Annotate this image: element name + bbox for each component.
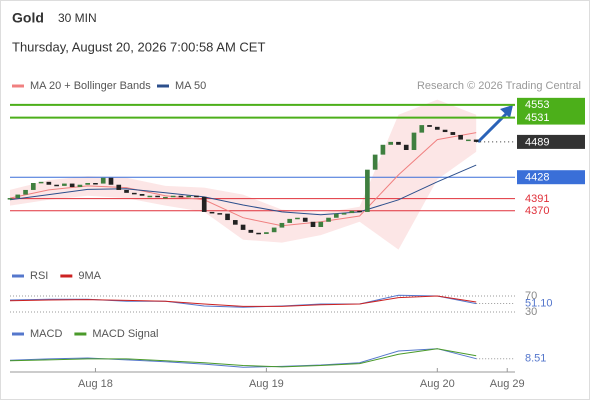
candle [396,141,401,145]
timeframe: 30 MIN [58,11,97,25]
candle [139,194,145,196]
candle [240,224,246,230]
level-label: 4370 [525,205,549,217]
candle [46,181,52,185]
candle [427,125,432,127]
candle [372,154,378,170]
timestamp: Thursday, August 20, 2026 7:00:58 AM CET [12,39,265,54]
candle [69,183,75,188]
candle [403,144,409,150]
legend-indicator-label: RSI [30,270,48,282]
level-label: 4531 [525,112,549,124]
level-label: 4489 [525,136,549,148]
candle [419,125,425,133]
candle [248,229,254,233]
level-label: 4428 [525,172,549,184]
candle [256,232,261,235]
indicator-line [9,348,477,368]
candle [163,196,168,199]
candle [30,183,36,190]
candle [155,195,160,198]
candle [209,211,215,214]
current-label: 8.51 [525,353,546,365]
candle [279,222,285,228]
candle [225,213,230,221]
candle [116,184,122,190]
candle [442,129,448,133]
candle [271,227,277,233]
copyright: Research © 2026 Trading Central [417,80,581,92]
candle [232,220,238,225]
candle [411,132,417,150]
candle [326,217,331,222]
candle [357,210,362,213]
candle [380,144,386,155]
candle [77,184,83,188]
candle [217,213,223,215]
legend-indicator-label: 9MA [78,270,101,282]
candle [194,195,199,198]
level-box [517,134,585,149]
level-label: 4391 [525,193,549,205]
candle [264,232,269,234]
candle [100,177,106,184]
x-tick-label: Aug 19 [249,378,284,390]
legend-indicator-label: MACD [30,328,62,340]
candle [302,217,308,222]
legend-indicator-label: MACD Signal [92,328,158,340]
level-box [517,110,585,125]
candle [38,181,44,184]
candle [318,221,324,227]
x-tick-label: Aug 20 [420,378,455,390]
level-box [517,170,585,185]
candle [178,195,184,198]
legend-ma50-label: MA 50 [175,80,206,92]
symbol: Gold [12,10,44,26]
y-tick-label: 70 [525,290,537,302]
ma-line [9,164,477,216]
candle [341,213,347,215]
indicator-line [9,348,477,368]
candle [458,134,463,140]
candle [131,192,137,195]
candle [434,126,440,130]
candle [450,132,456,135]
candle [93,183,98,185]
candle [473,139,479,142]
candle [108,177,114,185]
candle [349,210,355,214]
level-label: 4553 [525,99,549,111]
y-tick-label: 30 [525,306,537,318]
candle [170,195,176,198]
candle [54,184,59,187]
candle [466,139,471,142]
candle [62,183,67,186]
x-tick-label: Aug 18 [78,378,113,390]
candle [7,198,13,200]
candle [333,213,339,218]
candle [310,221,316,227]
level-box [517,97,585,112]
indicator-line [9,295,477,307]
candle [85,183,91,185]
candle [201,196,207,212]
x-tick-label: Aug 29 [490,378,525,390]
ma-line [9,132,477,227]
candle [388,141,394,145]
candle [365,169,370,212]
legend-ma20-label: MA 20 + Bollinger Bands [30,80,151,92]
arrow-head [500,105,513,118]
candle [186,195,192,198]
candle [15,194,21,199]
candle [124,189,129,193]
current-label: 51.10 [525,297,553,309]
candle [147,195,153,198]
candle [287,218,293,223]
candle [295,217,300,220]
candle [23,189,28,195]
